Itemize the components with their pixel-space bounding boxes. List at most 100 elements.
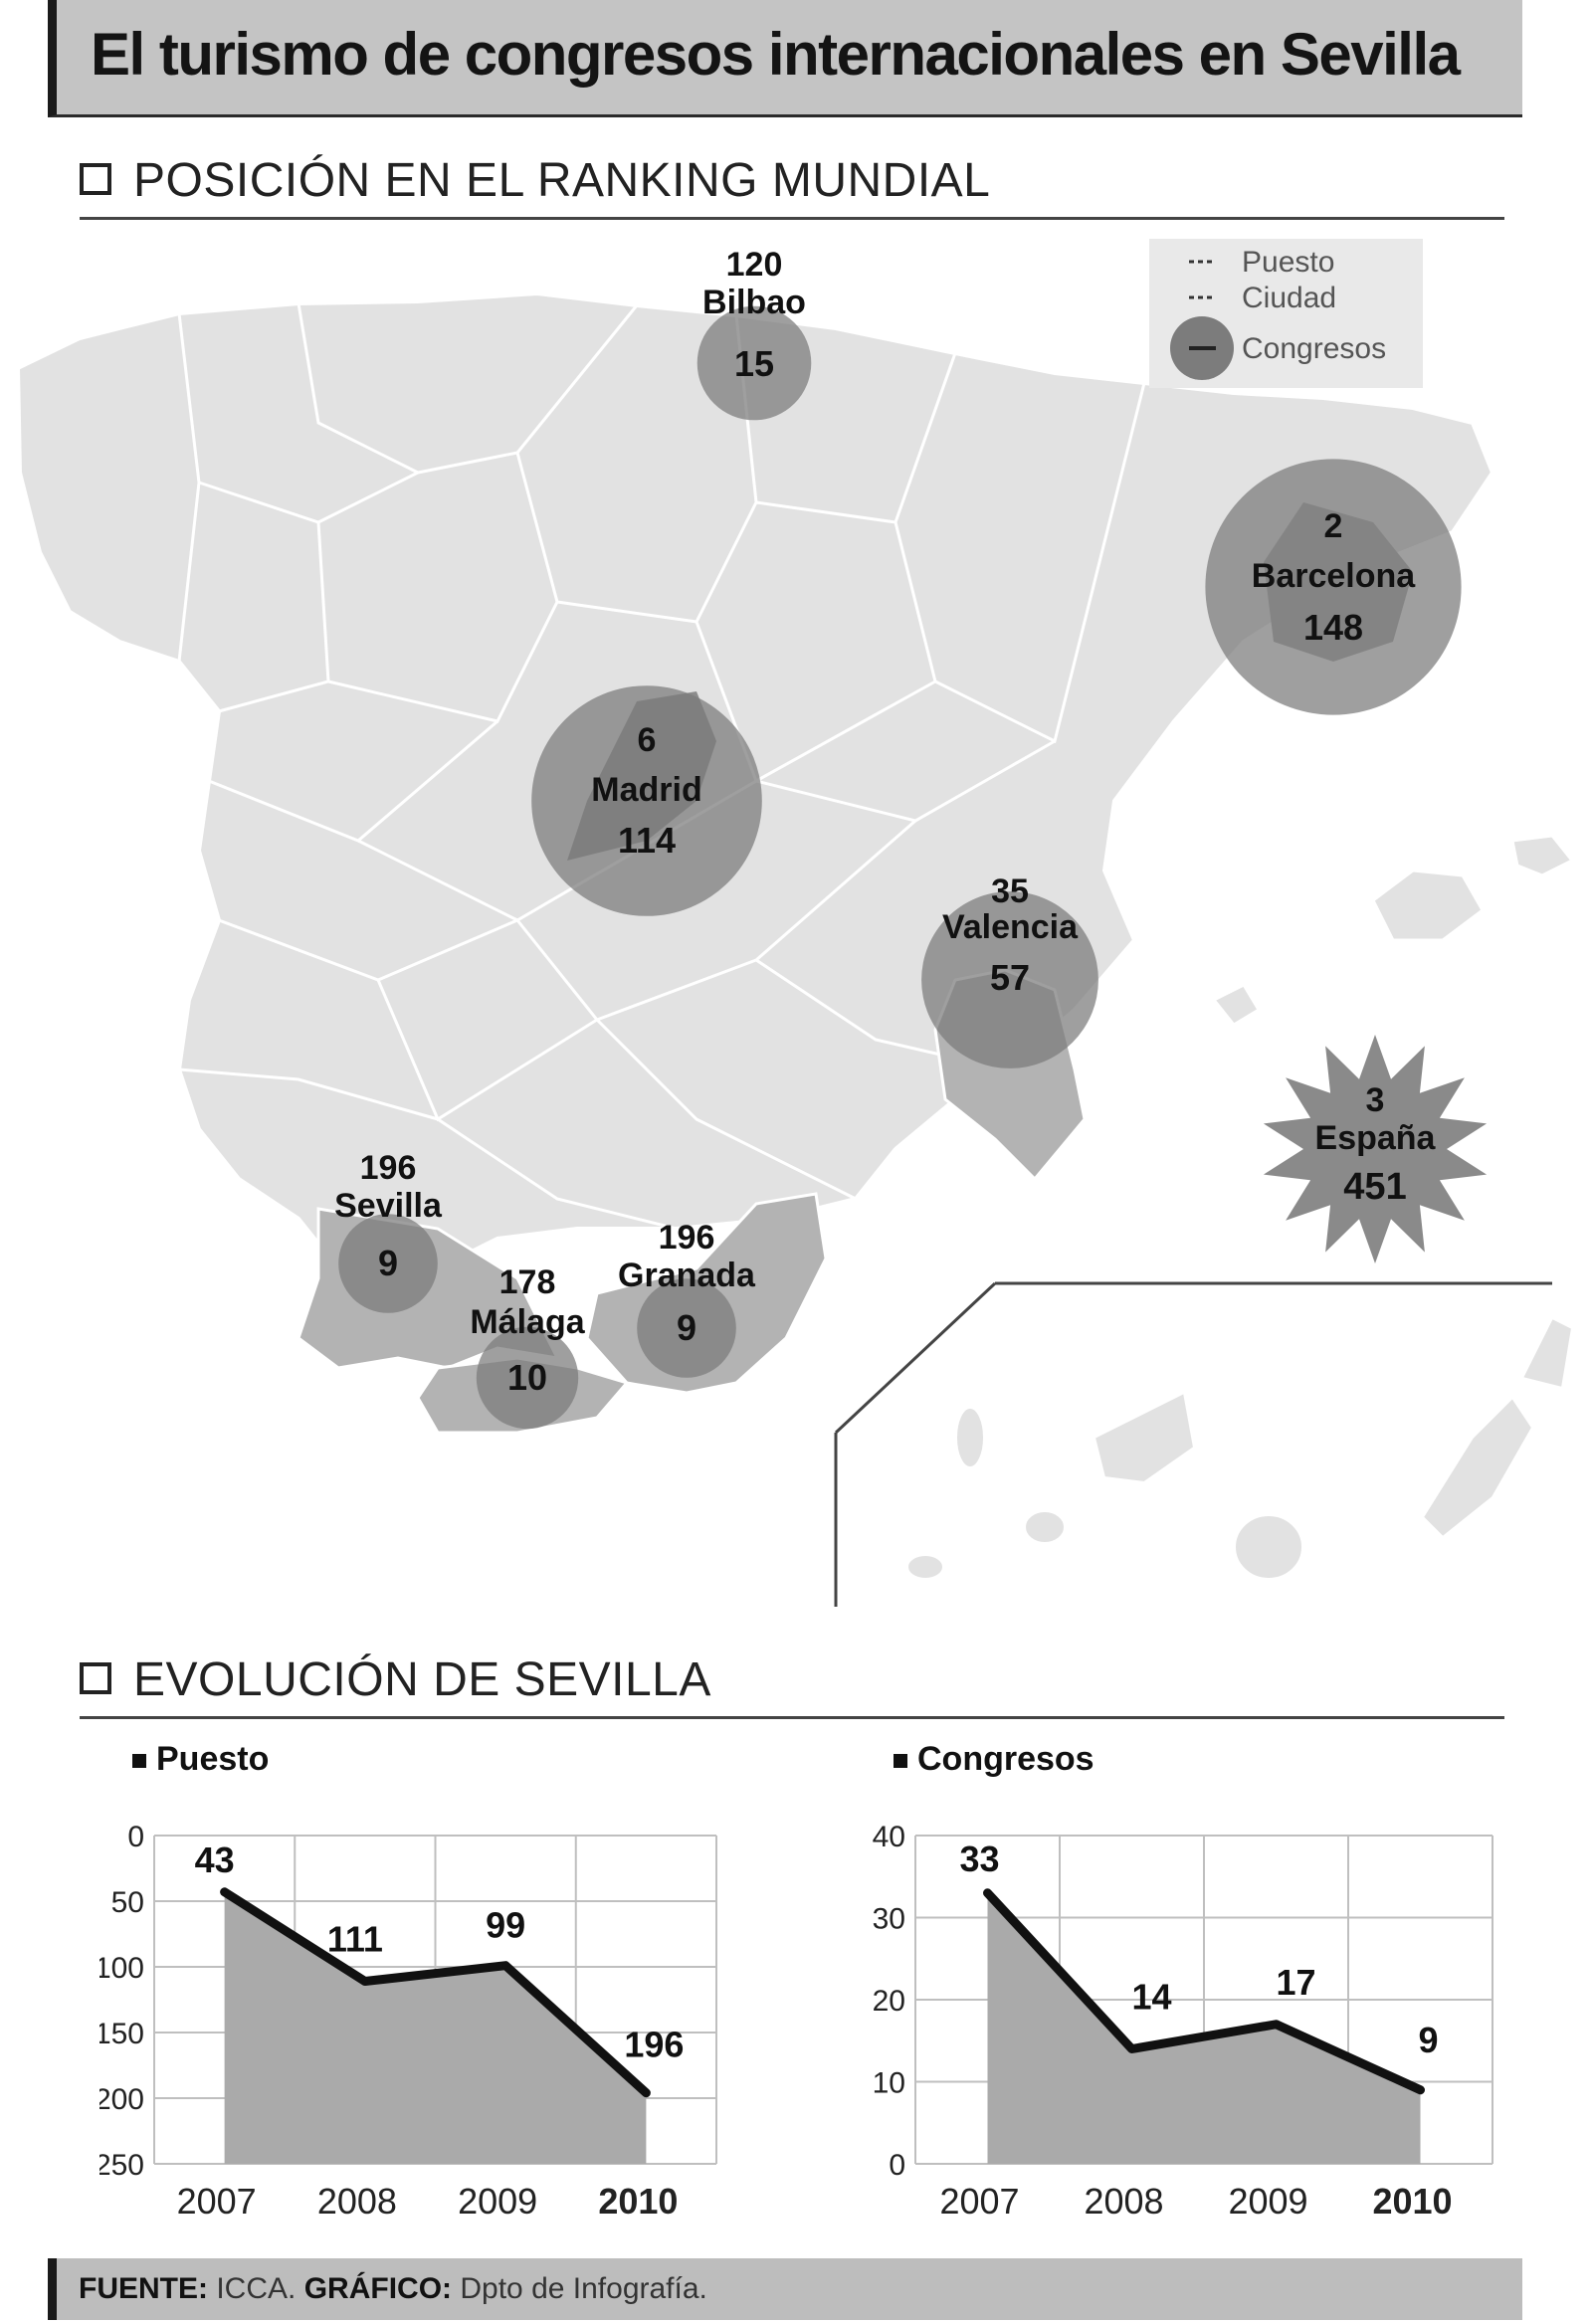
x-tick-label: 2007 (939, 2181, 1019, 2222)
city-congresses-madrid: 114 (618, 820, 676, 861)
data-label-2009: 17 (1276, 1962, 1315, 2003)
page-title: El turismo de congresos internacionales … (91, 21, 1461, 88)
y-tick-label: 10 (873, 2067, 905, 2100)
city-congresses-granada: 9 (677, 1307, 696, 1348)
y-tick-label: 250 (100, 2149, 144, 2182)
city-name-madrid: Madrid (591, 771, 701, 809)
city-name-barcelona: Barcelona (1252, 557, 1416, 595)
data-point-2008 (1128, 2045, 1135, 2052)
city-name-sevilla: Sevilla (334, 1187, 443, 1225)
data-label-2007: 33 (959, 1839, 999, 1879)
data-label-2008: 111 (327, 1919, 383, 1960)
city-rank-madrid: 6 (638, 721, 657, 759)
data-label-2010: 196 (624, 2025, 684, 2065)
congress-circle-bilbao (696, 305, 812, 421)
footer-bar: FUENTE: ICCA. GRÁFICO: Dpto de Infografí… (48, 2258, 1522, 2320)
city-name-valencia: Valencia (942, 908, 1079, 946)
chart-congresos: Congresos 33 14 17 9 0 10 20 30 40 2007 2008 2009 201… (873, 1740, 1493, 2222)
city-rank-barcelona: 2 (1324, 507, 1343, 545)
spain-congresses: 451 (1343, 1166, 1406, 1208)
series-line (220, 1887, 651, 2098)
x-tick-label: 2010 (598, 2181, 678, 2222)
city-name-malaga: Málaga (470, 1303, 585, 1341)
map-legend: Puesto Ciudad Congresos (1149, 239, 1423, 388)
congress-circle-valencia (921, 891, 1098, 1068)
city-rank-malaga: 178 (499, 1263, 556, 1301)
city-rank-bilbao: 120 (726, 246, 783, 284)
city-marker-barcelona: 2 Barcelona 148 (1205, 459, 1462, 715)
x-tick-label: 2009 (458, 2181, 537, 2222)
y-tick-label: 30 (873, 1903, 905, 1936)
section-evolution-header: EVOLUCIÓN DE SEVILLA (80, 1646, 1504, 1719)
x-tick-label: 2009 (1228, 2181, 1307, 2222)
legend-city-label: Ciudad (1242, 282, 1336, 314)
data-point-2010 (1417, 2086, 1424, 2093)
data-point-2007 (984, 1889, 991, 1896)
y-tick-label: 20 (873, 1985, 905, 2018)
x-tick-label: 2008 (317, 2181, 397, 2222)
data-point-2007 (221, 1888, 228, 1895)
legend-congress-label: Congresos (1242, 332, 1386, 365)
chart-legend-label: Puesto (156, 1740, 269, 1778)
canary-islands (906, 1316, 1574, 1580)
data-label-2010: 9 (1418, 2020, 1438, 2060)
spain-star-badge: 3 España 451 (1263, 1035, 1488, 1263)
y-tick-label: 100 (100, 1952, 144, 1985)
city-congresses-malaga: 10 (507, 1357, 547, 1398)
spain-map: Puesto Ciudad Congresos 3 España 451 120… (15, 239, 1575, 1607)
congress-circle-madrid (531, 685, 762, 916)
city-congresses-valencia: 57 (990, 957, 1030, 998)
y-tick-label: 40 (873, 1821, 905, 1853)
chart-legend-square-icon (132, 1754, 146, 1768)
y-tick-label: 150 (100, 2018, 144, 2050)
data-label-2009: 99 (486, 1905, 525, 1946)
city-rank-sevilla: 196 (360, 1149, 417, 1187)
data-label-2007: 43 (195, 1840, 235, 1880)
city-name-bilbao: Bilbao (702, 284, 806, 321)
city-rank-granada: 196 (659, 1219, 715, 1257)
congress-circle-barcelona (1205, 459, 1462, 715)
chart-legend-label: Congresos (917, 1740, 1094, 1778)
city-rank-valencia: 35 (991, 872, 1029, 910)
footer-source-value: ICCA. (216, 2272, 297, 2305)
city-name-granada: Granada (618, 1257, 756, 1294)
data-point-2009 (1273, 2021, 1280, 2028)
city-congresses-barcelona: 148 (1303, 607, 1363, 648)
y-tick-label: 200 (100, 2083, 144, 2116)
congress-circle-granada (637, 1278, 736, 1378)
city-congresses-sevilla: 9 (378, 1243, 398, 1283)
section-ranking-header: POSICIÓN EN EL RANKING MUNDIAL (80, 147, 1504, 220)
footer-graphic-label: GRÁFICO: (303, 2272, 453, 2305)
y-tick-label: 0 (889, 2149, 905, 2182)
data-point-2009 (502, 1962, 509, 1969)
section-square-icon (80, 163, 111, 195)
city-marker-madrid: 6 Madrid 114 (531, 685, 762, 916)
spain-rank: 3 (1366, 1081, 1385, 1119)
chart-puesto: Puesto 43 111 99 196 0 50 100 150 200 250 2007 2008 2… (100, 1740, 717, 2222)
congress-circle-malaga (476, 1326, 579, 1430)
x-tick-label: 2008 (1084, 2181, 1163, 2222)
chart-legend-square-icon (894, 1754, 907, 1768)
congress-circle-sevilla (338, 1214, 438, 1313)
data-label-2008: 14 (1131, 1977, 1171, 2018)
data-point-2008 (361, 1978, 368, 1985)
footer-source-label: FUENTE: (79, 2272, 208, 2305)
region-borders (177, 302, 1146, 1231)
series-area (987, 1892, 1421, 2164)
series-line (983, 1888, 1425, 2095)
footer-credits: FUENTE: ICCA. GRÁFICO: Dpto de Infografí… (79, 2272, 707, 2306)
section-square-icon (80, 1662, 111, 1694)
y-tick-label: 0 (127, 1821, 144, 1853)
x-tick-label: 2007 (177, 2181, 257, 2222)
canary-inset-border-top (834, 1281, 997, 1435)
data-point-2010 (643, 2089, 650, 2096)
title-bar: El turismo de congresos internacionales … (48, 0, 1522, 117)
section-evolution-title: EVOLUCIÓN DE SEVILLA (133, 1653, 711, 1706)
y-tick-label: 50 (111, 1886, 144, 1919)
